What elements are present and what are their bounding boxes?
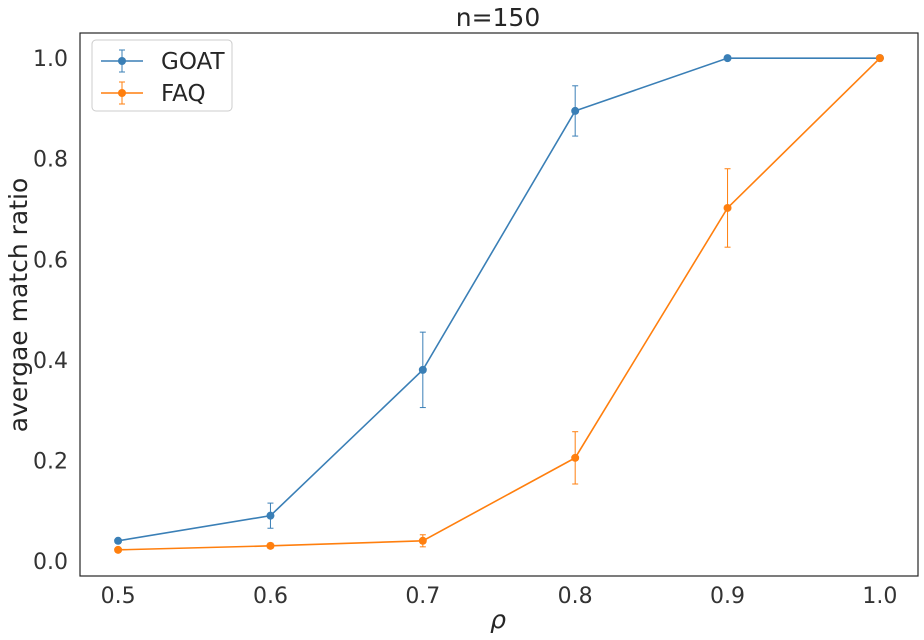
x-tick-label: 0.6 (253, 584, 288, 609)
series-layer (114, 54, 884, 554)
y-tick-label: 0.2 (33, 449, 68, 474)
y-tick-label: 0.0 (33, 550, 68, 575)
series-goat (114, 54, 884, 545)
x-axis-label: ρ (490, 605, 506, 634)
legend-label-goat: GOAT (161, 49, 225, 75)
chart-title: n=150 (456, 3, 541, 32)
legend-item-faq: FAQ (101, 81, 206, 107)
series-line-goat (117, 57, 880, 542)
data-point-faq (266, 541, 275, 550)
data-point-faq (875, 54, 884, 63)
data-point-faq (418, 536, 427, 545)
x-axis: 0.5 0.6 0.7 0.8 0.9 1.0 (101, 584, 898, 609)
legend-label-faq: FAQ (161, 81, 206, 107)
y-tick-label: 0.4 (33, 349, 68, 374)
x-tick-label: 0.8 (558, 584, 593, 609)
y-axis: 0.0 0.2 0.4 0.6 0.8 1.0 (33, 47, 68, 575)
x-tick-label: 1.0 (862, 584, 897, 609)
x-tick-label: 0.7 (405, 584, 440, 609)
data-point-faq (723, 203, 732, 212)
legend: GOAT FAQ (91, 39, 233, 112)
y-tick-label: 0.8 (33, 148, 68, 173)
y-axis-label: avergae match ratio (4, 178, 33, 433)
data-point-faq (571, 453, 580, 462)
data-point-goat (266, 511, 275, 520)
data-point-goat (114, 536, 123, 545)
legend-item-goat: GOAT (101, 49, 225, 75)
data-point-goat (571, 106, 580, 115)
y-tick-label: 1.0 (33, 47, 68, 72)
x-tick-label: 0.5 (101, 584, 136, 609)
plot-area-frame (79, 32, 919, 577)
data-point-faq (114, 545, 123, 554)
y-tick-label: 0.6 (33, 248, 68, 273)
data-point-goat (723, 54, 732, 63)
data-point-goat (418, 365, 427, 374)
series-faq (114, 54, 884, 554)
series-line-faq (118, 57, 881, 551)
x-tick-label: 0.9 (710, 584, 745, 609)
